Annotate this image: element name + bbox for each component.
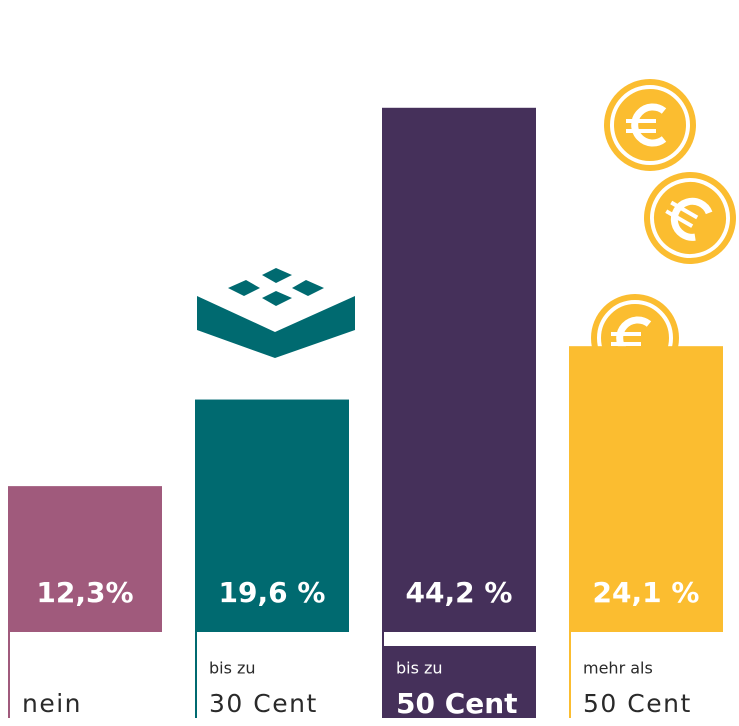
- label-box: [382, 646, 536, 718]
- bar-stem: [8, 632, 10, 718]
- bar: [382, 107, 536, 632]
- bar: [195, 399, 349, 632]
- stack-icon: [197, 268, 355, 358]
- value-label: 44,2 %: [406, 576, 513, 609]
- value-label: 24,1 %: [593, 576, 700, 609]
- value-label: 19,6 %: [219, 576, 326, 609]
- category-note: bis zu: [396, 659, 443, 678]
- category-note: mehr als: [583, 659, 653, 678]
- x-tick-label: 50 Cent: [583, 689, 692, 718]
- bar-stem: [195, 632, 197, 718]
- value-label: 12,3%: [36, 576, 133, 609]
- x-tick-label: 30 Cent: [209, 689, 318, 718]
- category-note: bis zu: [209, 659, 256, 678]
- bar: [8, 486, 162, 632]
- x-tick-label: nein: [22, 689, 82, 718]
- bar: [569, 346, 723, 632]
- x-tick-label: 50 Cent: [396, 687, 518, 720]
- bar-stem: [569, 632, 571, 718]
- coin-icons: [591, 79, 736, 382]
